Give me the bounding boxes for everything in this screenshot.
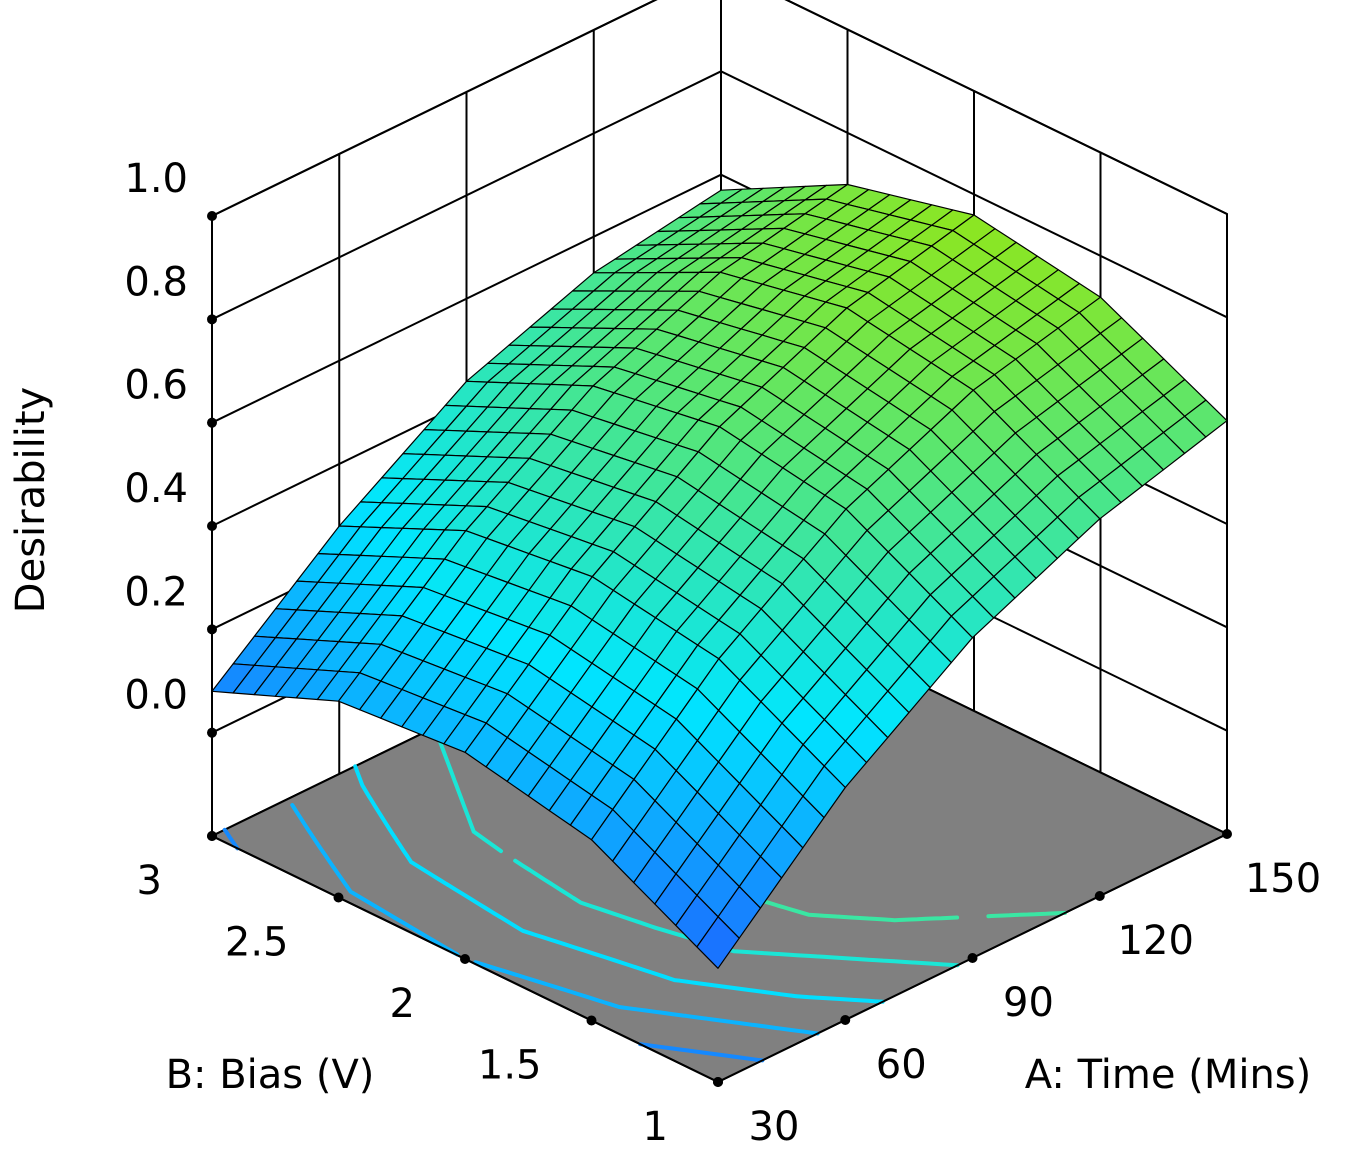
z-tick-label: 0.0 [124, 673, 188, 719]
x-tick-mark [840, 1015, 851, 1025]
axis-ticks: 30 60 90 120 150 1 1.5 2 2.5 3 0.0 0.2 0.4 0.6 0.8 1.0 [124, 156, 1321, 1150]
x-axis-title: A: Time (Mins) [1025, 1052, 1311, 1098]
response-surface [211, 183, 1228, 969]
z-tick-label: 1.0 [124, 156, 188, 202]
y-tick-mark [713, 1077, 723, 1087]
z-tick-label: 0.6 [124, 363, 188, 409]
x-tick-label: 120 [1118, 918, 1194, 964]
y-tick-label: 1.5 [478, 1043, 542, 1089]
x-tick-mark [1222, 829, 1232, 839]
y-axis-title: B: Bias (V) [166, 1052, 375, 1098]
z-tick-mark [207, 831, 217, 841]
x-tick-label: 30 [749, 1104, 800, 1150]
y-tick-label: 1 [643, 1104, 668, 1150]
y-tick-mark [333, 892, 344, 903]
z-tick-label: 0.2 [124, 569, 188, 615]
z-tick-mark [207, 417, 217, 428]
z-tick-mark [207, 624, 217, 635]
x-tick-mark [1094, 891, 1105, 901]
y-tick-mark [586, 1015, 597, 1026]
z-tick-label: 0.8 [124, 259, 188, 305]
y-tick-label: 3 [137, 858, 162, 904]
x-tick-label: 60 [876, 1042, 927, 1088]
y-tick-label: 2 [390, 981, 415, 1027]
z-tick-mark [207, 727, 217, 738]
x-tick-label: 150 [1245, 856, 1321, 902]
x-tick-label: 90 [1003, 980, 1054, 1026]
contour-line [353, 764, 885, 1004]
y-tick-mark [460, 954, 470, 964]
contour-line [290, 803, 820, 1036]
x-tick-mark [967, 953, 978, 963]
y-tick-label: 2.5 [225, 920, 289, 966]
surface-cell [696, 916, 740, 969]
z-tick-label: 0.4 [124, 466, 188, 512]
z-axis-title: Desirability [8, 387, 54, 613]
z-tick-mark [207, 521, 217, 531]
z-tick-mark [207, 211, 217, 221]
z-tick-mark [207, 314, 217, 325]
